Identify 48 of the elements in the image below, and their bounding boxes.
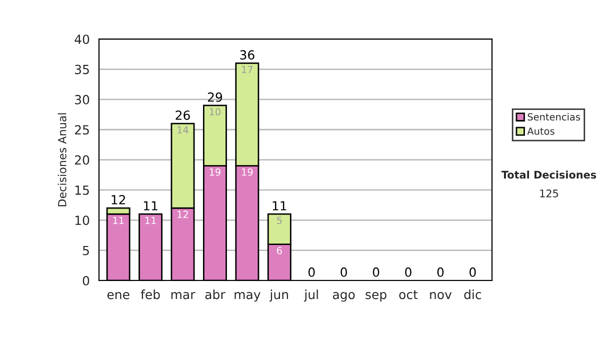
total-label: 12 <box>112 194 126 204</box>
y-tick-label: 30 <box>75 94 90 104</box>
legend-label: Sentencias <box>528 113 580 121</box>
x-tick-label: ago <box>332 292 355 302</box>
y-tick-label: 20 <box>74 155 90 165</box>
data-label: 11 <box>113 216 124 224</box>
x-tick-label: oct <box>399 290 418 300</box>
y-tick-label: 10 <box>75 216 90 226</box>
data-label: 12 <box>178 210 188 218</box>
total-label: 11 <box>272 201 286 210</box>
total-label: 0 <box>308 267 315 277</box>
total-label: 0 <box>470 267 476 277</box>
y-tick-label: 35 <box>75 64 89 74</box>
x-tick-label: jun <box>270 290 288 302</box>
x-tick-label: dic <box>464 290 482 300</box>
data-label: 19 <box>242 168 253 176</box>
x-tick-label: nov <box>430 292 452 300</box>
y-tick-label: 5 <box>82 246 89 256</box>
x-tick-label: may <box>234 292 260 302</box>
total-label: 0 <box>340 267 347 277</box>
x-tick-label: abr <box>205 290 226 300</box>
data-label: 6 <box>276 246 282 254</box>
total-label: 0 <box>405 267 412 277</box>
total-label: 11 <box>144 201 158 210</box>
text: 125 <box>540 189 558 198</box>
total-label: 29 <box>208 92 222 102</box>
y-tick-label: 0 <box>82 276 90 286</box>
data-label: 19 <box>210 168 220 176</box>
x-tick-label: jul <box>304 290 318 302</box>
total-label: 36 <box>240 50 254 60</box>
text: Total Decisiones <box>501 170 596 179</box>
y-tick-label: 15 <box>75 186 89 195</box>
legend-label: Autos <box>527 128 554 135</box>
y-axis-title: Decisiones Anual <box>58 113 66 206</box>
data-label: 17 <box>242 66 253 74</box>
x-tick-label: ene <box>107 292 130 300</box>
total-label: 0 <box>372 267 380 277</box>
x-tick-label: sep <box>366 292 386 302</box>
y-tick-label: 25 <box>74 125 89 135</box>
x-tick-label: mar <box>171 292 196 300</box>
total-label: 26 <box>176 110 190 120</box>
y-tick-label: 40 <box>74 34 90 44</box>
data-label: 11 <box>145 216 156 224</box>
data-label: 5 <box>277 216 282 224</box>
data-label: 14 <box>178 126 188 134</box>
total-label: 0 <box>437 267 444 277</box>
x-tick-label: feb <box>140 290 160 300</box>
data-label: 10 <box>210 108 221 116</box>
